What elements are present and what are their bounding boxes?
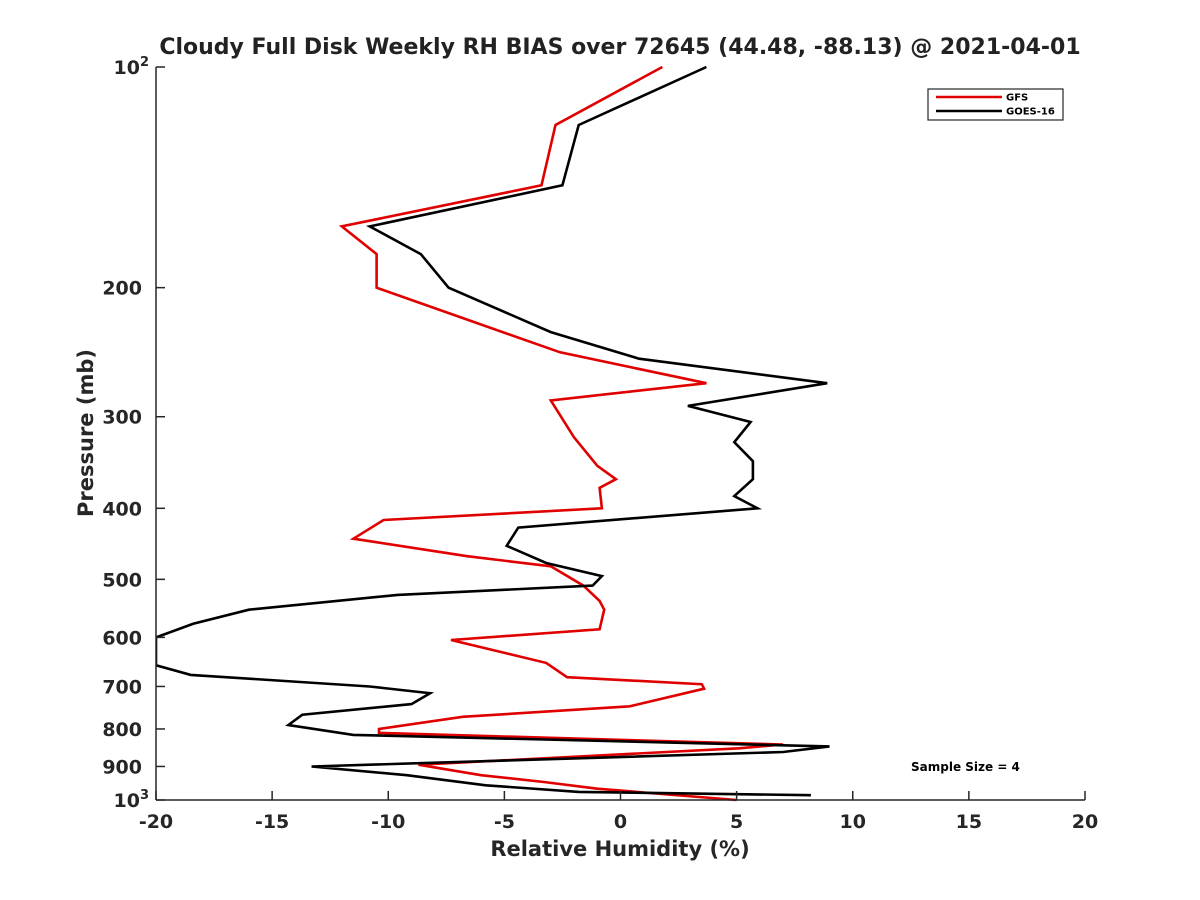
y-tick-label: 400 [102,498,142,520]
series-line-goes16 [156,65,830,797]
x-tick-label: 5 [730,811,743,833]
y-tick-label: 600 [102,627,142,649]
legend-label-gfs: GFS [1006,93,1028,104]
plot-area [156,67,1085,800]
x-tick-label: 15 [956,811,982,833]
legend: GFS GOES-16 [927,88,1064,121]
x-tick-label: -10 [371,811,405,833]
y-tick-label: 300 [102,407,142,429]
x-tick-label: 20 [1072,811,1098,833]
y-tick-label: 102 [114,55,150,79]
series-layer [156,65,830,802]
x-tick-label: 0 [614,811,627,833]
x-tick-label: -15 [255,811,289,833]
x-tick-label: 10 [840,811,866,833]
legend-label-goes16: GOES-16 [1006,107,1055,118]
y-ticks: 102 200 300 400 500 600 700 800 900 103 [102,55,165,812]
x-tick-label: -20 [139,811,173,833]
y-tick-label: 800 [102,719,142,741]
y-tick-label: 700 [102,676,142,698]
y-tick-label: 500 [102,569,142,591]
y-tick-label: 900 [102,756,142,778]
chart-title: Cloudy Full Disk Weekly RH BIAS over 726… [159,35,1080,60]
y-axis-label: Pressure (mb) [74,349,98,517]
x-ticks: -20 -15 -10 -5 0 5 10 15 20 [139,791,1098,833]
x-tick-label: -5 [494,811,515,833]
y-tick-label: 200 [102,278,142,300]
legend-box [927,88,1064,121]
sample-size-annotation: Sample Size = 4 [911,760,1020,774]
y-tick-label: 103 [114,788,150,812]
x-axis-label: Relative Humidity (%) [490,837,749,861]
